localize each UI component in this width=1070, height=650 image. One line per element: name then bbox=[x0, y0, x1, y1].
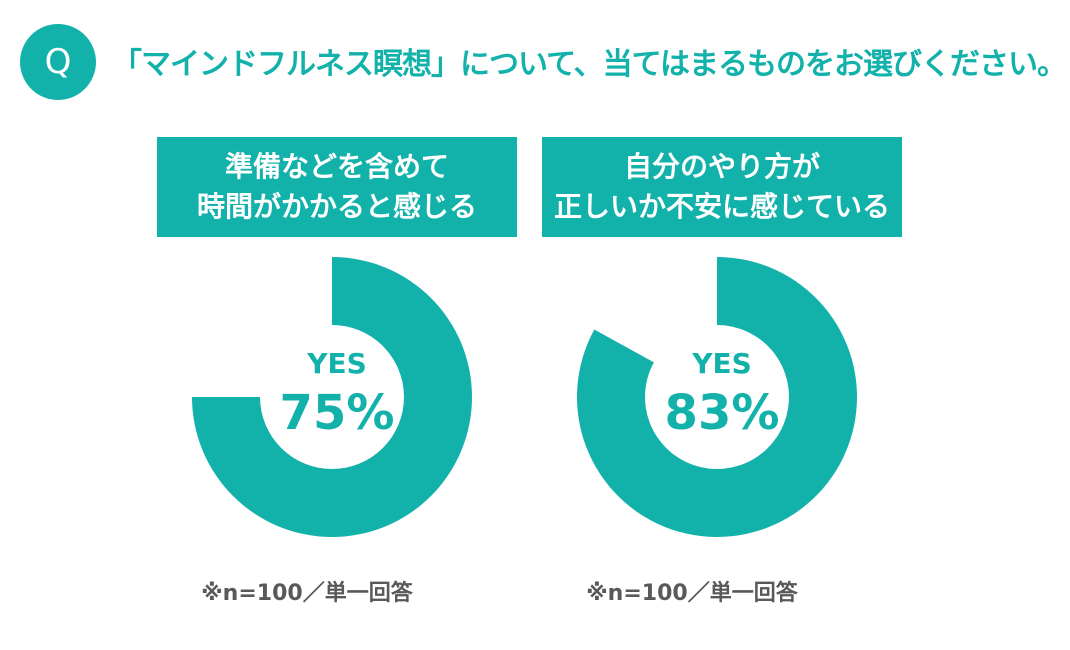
sample-note: ※n=100／単一回答 bbox=[201, 581, 413, 606]
chart-title-line-2: 時間がかかると感じる bbox=[196, 190, 477, 223]
donut-slice-yes bbox=[192, 257, 472, 537]
chart-panel-time: 準備などを含めて 時間がかかると感じる YES 75% ※n=100／単一回答 bbox=[157, 137, 517, 622]
question-badge-label: Q bbox=[44, 42, 72, 82]
chart-title-box: 自分のやり方が 正しいか不安に感じている bbox=[542, 137, 902, 237]
chart-panel-anxiety: 自分のやり方が 正しいか不安に感じている YES 83% ※n=100／単一回答 bbox=[542, 137, 902, 622]
donut-chart-time bbox=[192, 257, 472, 537]
question-badge: Q bbox=[20, 24, 96, 100]
chart-title-line-1: 準備などを含めて bbox=[224, 150, 449, 183]
donut-chart-anxiety bbox=[577, 257, 857, 537]
sample-note: ※n=100／単一回答 bbox=[586, 581, 798, 606]
chart-title-box: 準備などを含めて 時間がかかると感じる bbox=[157, 137, 517, 237]
center-value: 75% bbox=[279, 385, 395, 441]
chart-title-line-1: 自分のやり方が bbox=[623, 150, 820, 183]
chart-title-line-2: 正しいか不安に感じている bbox=[553, 190, 890, 223]
center-label: YES bbox=[307, 347, 367, 380]
center-value: 83% bbox=[664, 385, 780, 441]
donut-slice-yes bbox=[577, 257, 857, 537]
question-title: 「マインドフルネス瞑想」について、当てはまるものをお選びください。 bbox=[112, 47, 1067, 82]
center-label: YES bbox=[692, 347, 752, 380]
